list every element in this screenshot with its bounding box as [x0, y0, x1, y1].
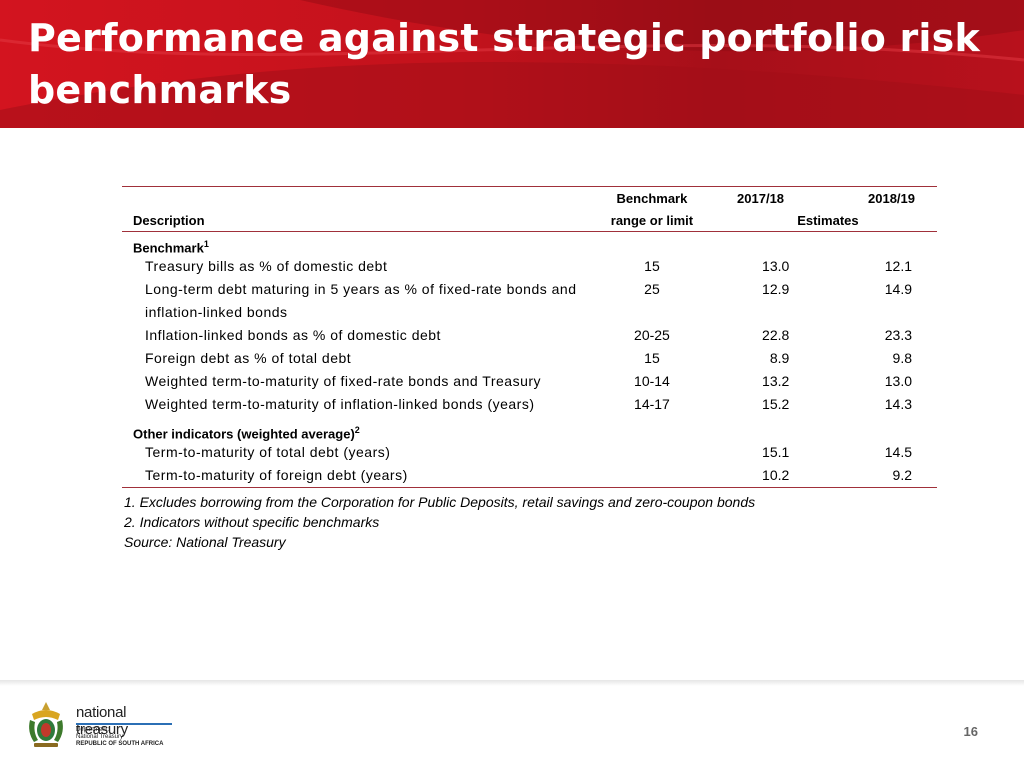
logo-treasury: National Treasury — [76, 734, 124, 740]
section-label: Other indicators (weighted average) — [133, 426, 355, 441]
row-description: Weighted term-to-maturity of fixed-rate … — [145, 373, 542, 389]
row-benchmark: 14-17 — [634, 396, 670, 412]
footnote-marker: 1 — [203, 238, 209, 249]
table-header-row: Description range or limit Estimates — [122, 209, 937, 232]
page-title: Performance against strategic portfolio … — [28, 16, 980, 112]
row-benchmark: 10-14 — [634, 373, 670, 389]
table-row: Weighted term-to-maturity of inflation-l… — [122, 393, 937, 416]
row-year1: 10.2 — [706, 464, 815, 488]
table-notes: 1. Excludes borrowing from the Corporati… — [124, 492, 755, 552]
national-treasury-logo: national treasury Department: National T… — [24, 700, 174, 750]
row-description: Treasury bills as % of domestic debt — [145, 258, 388, 274]
row-year1: 8.9 — [769, 350, 790, 366]
row-benchmark — [597, 441, 707, 464]
col-year2-header: 2018/19 — [814, 186, 937, 209]
row-year1: 12.9 — [762, 281, 790, 297]
row-benchmark: 25 — [644, 281, 660, 297]
coat-of-arms-icon — [29, 702, 63, 747]
logo-wordmark: national treasury — [76, 704, 128, 738]
row-year1: 22.8 — [762, 327, 790, 343]
section-benchmark: Benchmark1 — [122, 232, 937, 255]
source-note: Source: National Treasury — [124, 534, 286, 550]
row-description: Long-term debt maturing in 5 years as % … — [145, 281, 577, 320]
row-year2: 14.9 — [884, 281, 912, 297]
row-year1: 13.0 — [762, 258, 790, 274]
logo-subtitle: Department: National Treasury REPUBLIC O… — [76, 727, 163, 748]
row-year2: 23.3 — [884, 327, 912, 343]
row-year1: 15.1 — [762, 444, 790, 460]
row-year2: 13.0 — [884, 373, 912, 389]
row-year2: 9.8 — [892, 350, 912, 366]
col-year1-header: 2017/18 — [706, 186, 815, 209]
table-row: Inflation-linked bonds as % of domestic … — [122, 324, 937, 347]
row-description: Inflation-linked bonds as % of domestic … — [145, 327, 441, 343]
table-header-row: Benchmark 2017/18 2018/19 — [122, 186, 937, 209]
section-other-indicators: Other indicators (weighted average)2 — [122, 416, 937, 441]
footer-divider — [0, 680, 1024, 686]
row-description: Term-to-maturity of total debt (years) — [145, 444, 391, 460]
table-row: Weighted term-to-maturity of fixed-rate … — [122, 370, 937, 393]
banner-swoosh — [0, 0, 1024, 128]
footnote-marker: 2 — [354, 424, 360, 435]
row-year1: 15.2 — [762, 396, 790, 412]
col-benchmark-subheader: range or limit — [597, 209, 707, 232]
row-year2: 9.2 — [814, 464, 937, 488]
title-banner: Performance against strategic portfolio … — [0, 0, 1024, 128]
row-benchmark: 15 — [644, 258, 660, 274]
row-year2: 14.5 — [884, 444, 912, 460]
logo-rule — [76, 723, 172, 725]
logo-republic: REPUBLIC OF SOUTH AFRICA — [76, 741, 164, 747]
logo-department: Department: — [76, 727, 110, 733]
footnote-2: 2. Indicators without specific benchmark… — [124, 514, 380, 530]
row-year1: 13.2 — [762, 373, 790, 389]
table-row: Long-term debt maturing in 5 years as % … — [122, 278, 937, 324]
table-row: Foreign debt as % of total debt 15 8.9 9… — [122, 347, 937, 370]
row-benchmark: 20-25 — [634, 327, 670, 343]
row-description: Term-to-maturity of foreign debt (years) — [122, 464, 598, 488]
table-row: Treasury bills as % of domestic debt 15 … — [122, 255, 937, 278]
page-number: 16 — [963, 724, 978, 739]
benchmark-table: Benchmark 2017/18 2018/19 Description ra… — [122, 186, 937, 488]
section-label: Benchmark — [133, 240, 204, 255]
col-description-header: Description — [122, 209, 598, 232]
col-benchmark-header: Benchmark — [597, 186, 707, 209]
row-benchmark — [597, 464, 707, 488]
row-benchmark: 15 — [644, 350, 660, 366]
row-description: Foreign debt as % of total debt — [145, 350, 352, 366]
footnote-1: 1. Excludes borrowing from the Corporati… — [124, 494, 756, 510]
row-description: Weighted term-to-maturity of inflation-l… — [145, 396, 535, 412]
table-row: Term-to-maturity of foreign debt (years)… — [122, 464, 937, 488]
row-year2: 12.1 — [884, 258, 912, 274]
col-estimates-header: Estimates — [706, 209, 937, 232]
table-row: Term-to-maturity of total debt (years) 1… — [122, 441, 937, 464]
row-year2: 14.3 — [884, 396, 912, 412]
